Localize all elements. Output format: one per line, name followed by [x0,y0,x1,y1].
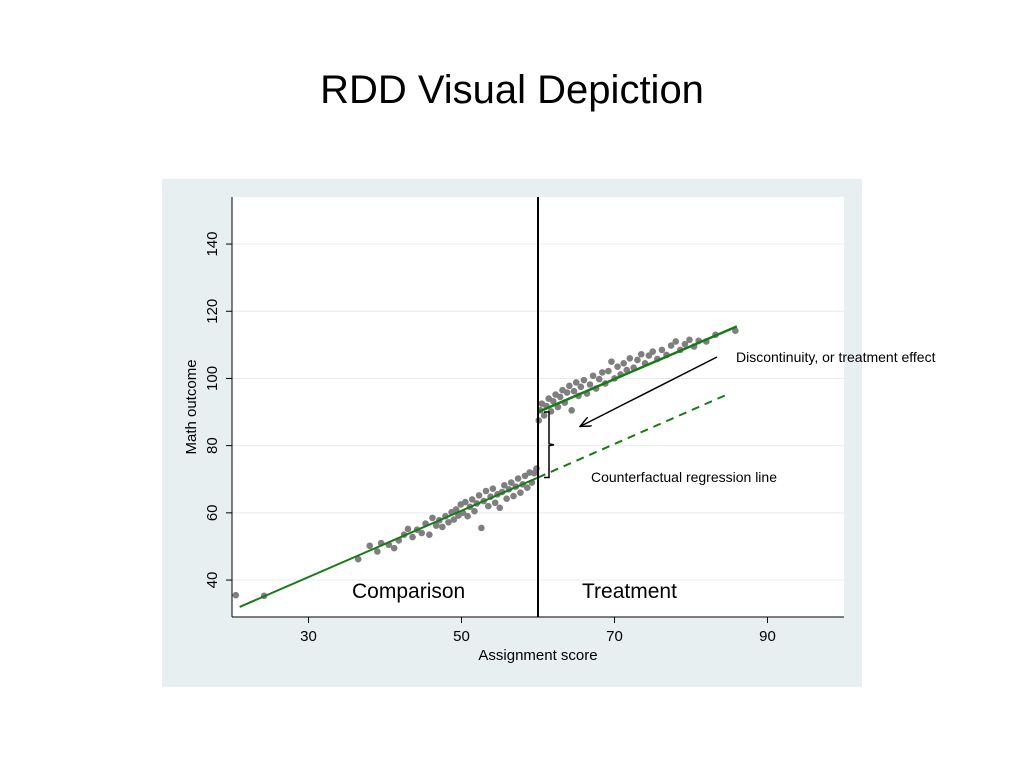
comparison-point [484,502,492,510]
comparison-point [501,481,508,489]
comparison-point [510,492,517,500]
treatment-point [626,354,634,362]
treatment-point [586,381,594,388]
comparison-point [426,531,433,538]
comparison-point [418,529,426,537]
comparison-point [445,518,452,526]
treatment-region-label: Treatment [582,580,677,603]
comparison-point [507,479,515,486]
comparison-point [432,522,440,529]
y-tick-label-100: 100 [204,366,221,391]
x-tick-label-30: 30 [300,628,317,645]
y-tick-label-80: 80 [204,437,221,454]
comparison-point [503,495,510,503]
comparison-point [409,533,416,541]
comparison-point [478,524,485,532]
comparison-point [404,525,412,533]
discontinuity-arrow [581,356,718,426]
treatment-point [566,382,573,390]
treatment-effect-brace [544,411,555,479]
comparison-point [482,487,490,495]
comparison-point [464,512,471,520]
comparison-point [489,485,497,492]
treatment-point [580,376,588,384]
treatment-point [556,393,564,401]
treatment-point [570,387,578,395]
x-tick-label-70: 70 [606,628,623,645]
treatment-point [634,356,641,364]
comparison-point [471,507,478,515]
treatment-point [658,346,666,354]
comparison-region-label: Comparison [352,580,466,603]
comparison-point [232,591,240,599]
treatment-point [563,389,571,396]
comparison-point [374,548,381,555]
comparison-point [366,542,374,550]
treatment-regression-line [537,325,738,414]
treatment-point [608,358,615,365]
treatment-point [681,340,689,348]
treatment-point [667,342,675,349]
comparison-point [496,504,504,512]
treatment-point [672,338,679,345]
treatment-point [572,379,580,386]
treatment-point [550,397,557,405]
y-tick-label-120: 120 [204,299,221,324]
treatment-point [649,348,657,355]
comparison-point [521,472,529,480]
treatment-point [589,372,597,380]
comparison-point [462,498,469,506]
comparison-point [468,496,476,503]
x-tick-label-90: 90 [759,628,776,645]
y-axis-label: Math outcome [183,359,200,454]
comparison-point [523,484,531,491]
treatment-point [623,366,631,374]
y-tick-label-140: 140 [204,232,221,257]
counterfactual-regression-line [537,392,730,479]
comparison-point [354,555,362,563]
comparison-point [429,514,436,522]
counterfactual-annotation: Counterfactual regression line [591,469,777,485]
treatment-point [605,367,612,375]
y-tick-label-40: 40 [204,572,221,589]
treatment-point [620,360,627,367]
x-tick-label-50: 50 [453,628,470,645]
treatment-point [614,363,621,370]
comparison-point [439,523,446,531]
treatment-point [686,336,693,344]
comparison-point [450,516,458,523]
treatment-point [637,350,645,358]
discontinuity-annotation: Discontinuity, or treatment effect [736,349,936,365]
comparison-point [491,499,499,507]
annotations [544,356,718,479]
slide-title: RDD Visual Depiction [320,68,704,112]
treatment-point [595,375,603,383]
comparison-point [390,544,398,552]
axes: 40 60 80 100 120 140 30 50 70 90 [204,197,844,645]
treatment-point [598,369,606,376]
comparison-point [475,492,483,499]
regression-lines [239,197,738,617]
comparison-regression-line [239,476,539,608]
x-axis-label: Assignment score [478,647,597,664]
treatment-point [568,407,575,414]
y-tick-label-60: 60 [204,504,221,521]
comparison-point [452,506,460,513]
comparison-point [514,475,522,482]
treatment-point [540,412,548,419]
comparison-point [517,489,524,496]
treatment-point [577,383,585,391]
